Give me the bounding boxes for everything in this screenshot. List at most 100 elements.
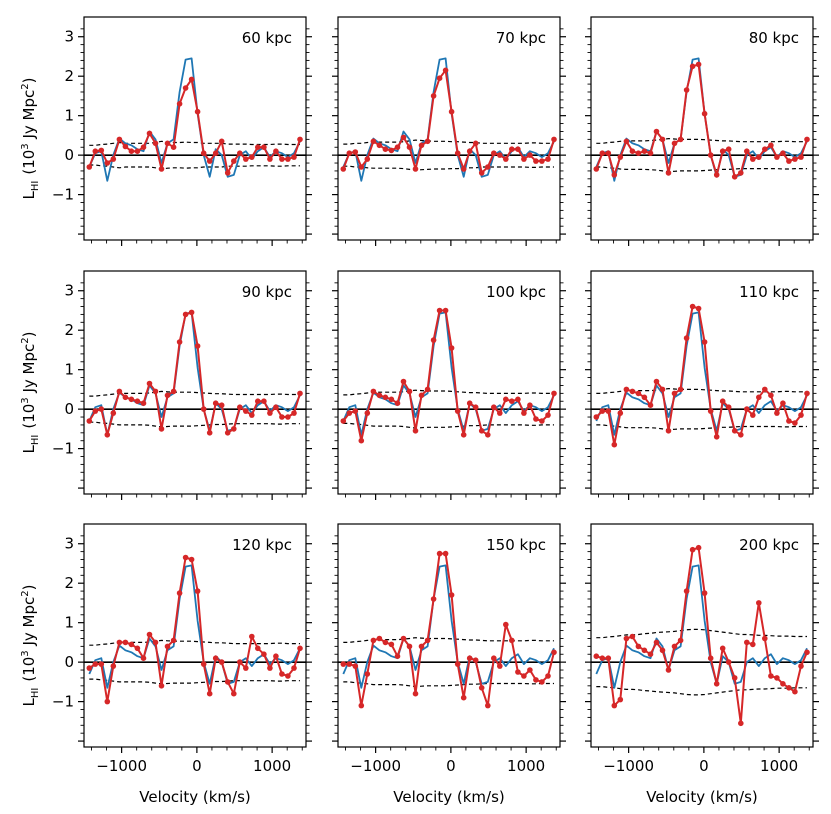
data-point [762,386,768,393]
data-point [412,166,419,172]
data-point [122,143,129,150]
data-point [340,166,347,172]
data-point [798,412,804,418]
data-point [200,406,207,412]
data-point [346,150,353,156]
data-point [744,406,750,412]
data-point [713,172,720,178]
data-point [92,148,99,154]
data-point [509,146,515,152]
data-point [188,76,195,83]
data-point [448,108,455,115]
data-point [762,635,768,642]
data-point [436,75,443,81]
data-point [472,404,479,411]
data-point [206,430,213,436]
data-point [412,428,419,434]
data-point [756,600,762,606]
data-point [340,418,347,424]
data-point [725,659,732,665]
data-point [388,147,395,154]
data-point [128,396,135,403]
data-point [701,110,708,117]
data-point [605,150,612,156]
data-point [665,428,672,434]
data-point [774,675,780,681]
data-point [86,665,93,671]
data-point [206,690,213,697]
data-point [701,590,708,596]
noise-lower-line [596,685,807,696]
series-red-line [343,552,555,707]
data-point [719,645,726,652]
data-point [128,641,135,648]
data-point [376,142,383,149]
panel-frame [590,16,814,241]
series-stacked-line [88,57,301,182]
data-point [104,160,111,166]
series-red-line [88,311,301,436]
data-point [635,150,642,156]
data-point [527,402,533,409]
y-tick-label: 3 [64,535,74,553]
data-point [400,635,407,642]
data-point [418,392,425,399]
x-axis-label: Velocity (km/s) [646,788,757,806]
data-point [194,588,201,594]
data-point [352,663,359,669]
noise-lower-line [596,424,807,431]
data-point [406,643,413,650]
data-point [224,430,231,436]
data-point [756,154,762,160]
data-point [683,588,690,594]
data-point [273,653,279,659]
panel-90-kpc: −1 0 1 2 3 LHI(103 Jy Mpc2) 90 kpc [20,270,312,500]
data-point [725,146,732,152]
data-point [780,681,786,687]
data-point [346,410,353,416]
data-point [659,386,666,393]
data-point [671,140,678,147]
x-axis-label: Velocity (km/s) [139,788,250,806]
noise-lower-line [343,681,554,688]
panel-110-kpc: 110 kpc [585,270,819,500]
data-point [212,655,219,661]
data-point [86,418,93,424]
data-point [695,305,702,312]
data-point [533,416,539,422]
data-point [713,434,720,440]
data-point [182,85,189,91]
noise-upper-line [596,137,807,144]
plot-area [84,57,306,182]
panel-frame [337,270,561,495]
data-point [750,641,756,648]
data-point [436,307,443,314]
data-point [249,633,255,640]
data-point [521,673,527,679]
data-point [485,702,491,709]
x-tick-label: −1000 [603,757,654,775]
data-point [701,339,708,345]
data-point [358,702,365,709]
plot-area [591,303,813,448]
data-point [146,130,153,137]
data-point [641,148,648,154]
y-tick-label: 2 [64,67,74,85]
plot-area [338,550,560,709]
data-point [442,307,449,314]
data-point [605,655,612,661]
data-point [623,635,630,642]
data-point [659,647,666,654]
data-point [400,134,407,141]
data-point [647,150,654,156]
data-point [503,621,509,628]
panel-label: 200 kpc [739,536,799,554]
data-point [599,655,606,661]
data-point [707,152,714,158]
panel-label: 90 kpc [242,283,292,301]
data-point [466,148,473,154]
data-point [424,386,431,393]
data-point [545,673,551,679]
data-point [188,556,195,563]
